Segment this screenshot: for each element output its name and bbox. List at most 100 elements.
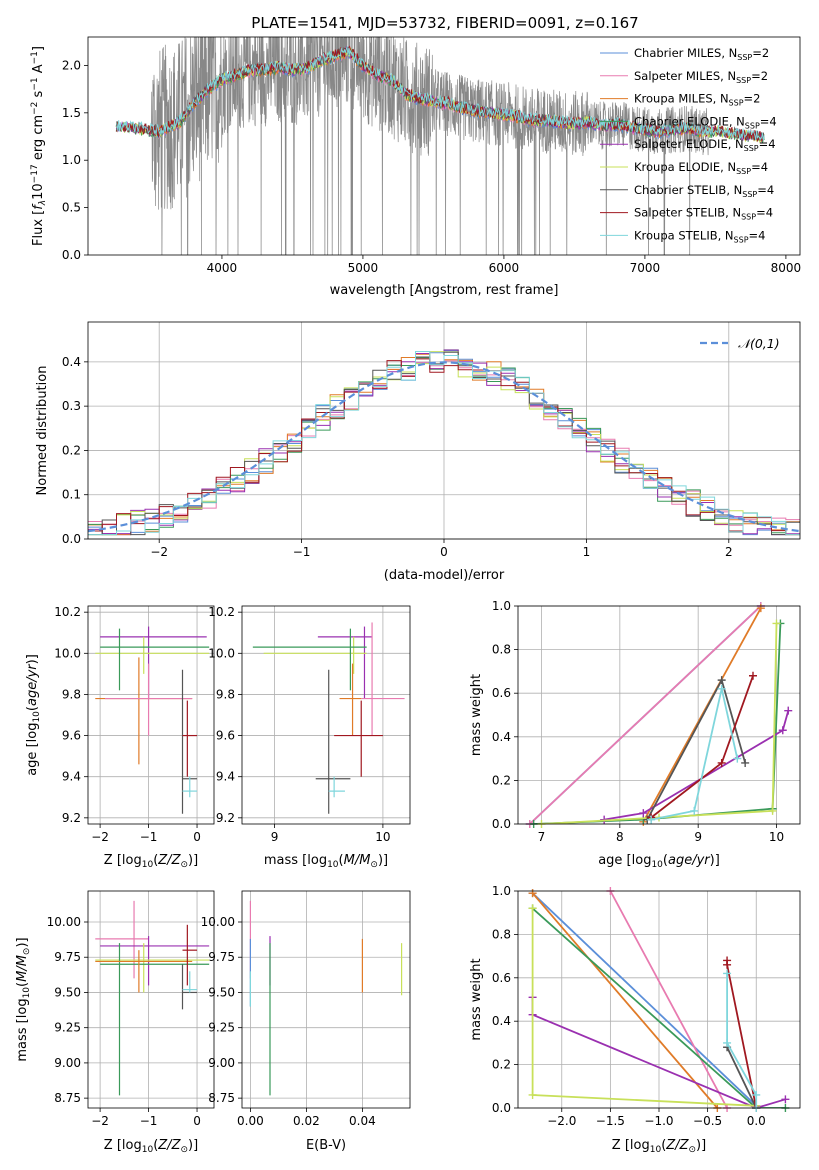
legend-sub: SSP: [742, 190, 757, 199]
age-vs-Z-ylabel: age [log10(age/yr)]: [25, 654, 42, 776]
weight-line-salpeter_stelib: [650, 675, 754, 819]
weight-line-salpeter_miles: [529, 606, 762, 824]
legend-label: Chabrier MILES, NSSP=2: [634, 46, 769, 62]
label-part: Z/Z: [665, 1138, 689, 1153]
legend-tail: =4: [751, 160, 768, 174]
legend-tail: =2: [744, 92, 761, 106]
weight-marker-kroupa_elodie: [768, 806, 777, 815]
y-tick-label: 0.0: [492, 1101, 511, 1115]
legend-sub: SSP: [736, 167, 751, 176]
axes-frame: [241, 605, 411, 825]
weight-Z-ylabel: mass weight: [469, 958, 484, 1040]
label-part: (: [663, 853, 668, 868]
x-tick-label: 8: [616, 830, 624, 844]
weight-marker-kroupa_stelib: [723, 969, 732, 978]
legend-tail: =2: [752, 46, 769, 60]
x-tick-label: −1: [140, 830, 158, 844]
label-part: λ: [38, 200, 48, 206]
weight-line-kroupa_elodie: [541, 623, 778, 824]
label-part: 10: [651, 860, 663, 870]
x-tick-label: 6000: [489, 261, 520, 275]
x-tick-label: 7000: [630, 261, 661, 275]
y-tick-label: 9.00: [54, 1056, 81, 1070]
x-tick-label: 2: [725, 545, 733, 559]
x-tick-label: −1.0: [644, 1114, 673, 1128]
weight-Z-xlabel: Z [log10(Z/Z⊙)]: [612, 1138, 706, 1155]
weight-marker-kroupa_miles: [528, 889, 537, 898]
legend-tail: =4: [760, 114, 777, 128]
legend-sub: SSP: [736, 76, 751, 85]
y-tick-label: 0.6: [492, 971, 511, 985]
label-part: )]: [25, 654, 40, 664]
label-part: )]: [188, 1138, 198, 1153]
weight-marker-salpeter_stelib: [723, 960, 732, 969]
weight-marker-salpeter_elodie: [778, 726, 787, 735]
weight-marker-salpeter_stelib: [717, 758, 726, 767]
axes-frame: [87, 36, 801, 256]
label-part: f: [31, 203, 46, 210]
weight-marker-salpeter_elodie: [781, 1095, 790, 1104]
label-part: mass weight: [469, 674, 484, 756]
x-tick-label: 5000: [348, 261, 379, 275]
axes-frame: [87, 321, 801, 540]
weight-marker-kroupa_miles: [756, 604, 765, 613]
age-vs-Z-xlabel: Z [log10(Z/Z⊙)]: [104, 853, 198, 870]
legend-sub: SSP: [737, 53, 752, 62]
x-tick-label: 0.0: [747, 1114, 766, 1128]
label-part: log: [632, 853, 652, 868]
y-tick-label: 10.0: [208, 646, 235, 660]
legend-sub: SSP: [729, 99, 744, 108]
legend-sub: SSP: [734, 235, 749, 244]
weight-marker-salpeter_elodie: [784, 706, 793, 715]
label-part: )]: [710, 853, 720, 868]
x-tick-label: −2: [150, 545, 168, 559]
label-part: Flux [: [31, 210, 46, 246]
weight-marker-kroupa_stelib: [752, 1090, 761, 1099]
y-tick-label: 8.75: [54, 1091, 81, 1105]
y-tick-label: 0.2: [492, 773, 511, 787]
weight-marker-kroupa_stelib: [733, 754, 742, 763]
legend-tail: =4: [757, 183, 774, 197]
y-tick-label: 10.2: [54, 605, 81, 619]
legend-text: Chabrier STELIB, N: [634, 183, 742, 197]
legend-sub: SSP: [745, 121, 760, 130]
x-tick-label: 10: [375, 830, 390, 844]
label-part: Z [: [104, 853, 122, 868]
label-part: Z [: [612, 1138, 630, 1153]
mass-vs-Z-ylabel: mass [log10(M/M⊙)]: [15, 937, 32, 1061]
legend-normal-label: 𝒩(0,1): [738, 336, 780, 351]
label-part: (: [25, 706, 40, 711]
y-tick-label: 0.3: [62, 399, 81, 413]
y-tick-label: 9.8: [62, 687, 81, 701]
label-part: ⊙: [180, 1145, 188, 1155]
label-part: s: [31, 90, 46, 101]
spectrum-ylabel: Flux [fλ10−17 erg cm−2 s−1 A−1]: [30, 46, 48, 246]
label-part: ⊙: [688, 1145, 696, 1155]
x-tick-label: −0.5: [693, 1114, 722, 1128]
legend-label: Salpeter ELODIE, NSSP=4: [634, 137, 776, 153]
y-tick-label: 9.6: [216, 729, 235, 743]
legend-text: Salpeter ELODIE, N: [634, 137, 744, 151]
mass-vs-Z-xlabel: Z [log10(Z/Z⊙)]: [104, 1138, 198, 1155]
x-tick-label: 10: [769, 830, 784, 844]
label-part: −1: [30, 77, 40, 90]
x-tick-label: 7: [538, 830, 546, 844]
label-part: mass weight: [469, 958, 484, 1040]
label-part: mass [: [15, 1018, 30, 1061]
label-part: log: [122, 1138, 142, 1153]
weight-marker-kroupa_stelib: [723, 1038, 732, 1047]
label-part: )]: [188, 853, 198, 868]
weight-marker-chabrier_stelib: [741, 758, 750, 767]
x-tick-label: 9: [694, 830, 702, 844]
legend-label: Kroupa ELODIE, NSSP=4: [634, 160, 768, 176]
weight-line-chabrier_stelib: [726, 1046, 758, 1108]
label-part: E(B-V): [306, 1138, 346, 1153]
label-part: −17: [30, 164, 40, 183]
weight-marker-kroupa_elodie: [772, 619, 781, 628]
y-tick-label: 9.8: [216, 687, 235, 701]
label-part: Z/Z: [157, 1138, 181, 1153]
x-tick-label: 0: [193, 1114, 201, 1128]
label-part: 10: [650, 1145, 662, 1155]
